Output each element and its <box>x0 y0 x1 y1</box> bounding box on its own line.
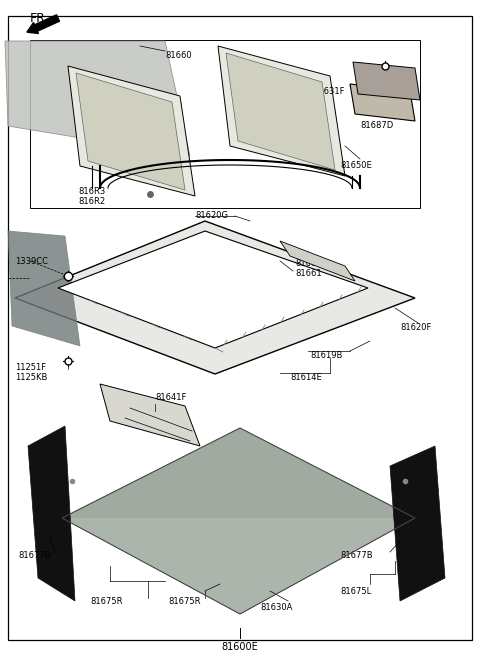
Text: 81687D: 81687D <box>360 121 393 131</box>
Text: 11251F: 11251F <box>15 363 46 373</box>
Polygon shape <box>76 73 185 190</box>
Text: 81631D: 81631D <box>365 94 398 102</box>
Polygon shape <box>28 426 75 601</box>
Text: 81677B: 81677B <box>340 552 372 560</box>
Text: FR.: FR. <box>30 12 49 24</box>
Text: 816R2: 816R2 <box>78 197 105 205</box>
Polygon shape <box>100 384 200 446</box>
Text: 81619B: 81619B <box>310 352 342 361</box>
Polygon shape <box>62 428 415 614</box>
Text: 81675R: 81675R <box>90 596 122 605</box>
Text: 1125KB: 1125KB <box>15 373 48 382</box>
Text: 81650E: 81650E <box>340 161 372 171</box>
Text: 81614E: 81614E <box>290 373 322 382</box>
Text: 81662: 81662 <box>295 260 322 268</box>
Polygon shape <box>226 53 335 170</box>
Polygon shape <box>62 518 415 614</box>
Text: 81631F: 81631F <box>313 87 345 96</box>
Polygon shape <box>5 41 190 156</box>
Polygon shape <box>353 62 420 100</box>
Polygon shape <box>68 66 195 196</box>
Text: 81675R: 81675R <box>168 596 201 605</box>
Polygon shape <box>280 241 355 281</box>
Polygon shape <box>350 84 415 121</box>
Text: 81660: 81660 <box>165 52 192 60</box>
Text: 81600E: 81600E <box>222 642 258 652</box>
Text: 816R3: 816R3 <box>78 186 105 195</box>
FancyArrow shape <box>27 15 60 33</box>
Polygon shape <box>8 231 80 346</box>
Text: 1339CC: 1339CC <box>15 256 48 266</box>
Text: 81620G: 81620G <box>195 211 228 220</box>
Bar <box>30 40 420 208</box>
Text: 81677B: 81677B <box>18 552 50 560</box>
Text: 81620F: 81620F <box>400 323 432 333</box>
Polygon shape <box>218 46 345 176</box>
Text: 81630A: 81630A <box>260 604 292 613</box>
Text: 81675L: 81675L <box>340 586 371 596</box>
Polygon shape <box>390 446 445 601</box>
Text: 81661: 81661 <box>295 270 322 279</box>
Text: 81641F: 81641F <box>155 394 186 403</box>
Polygon shape <box>58 231 368 348</box>
Polygon shape <box>15 221 415 374</box>
